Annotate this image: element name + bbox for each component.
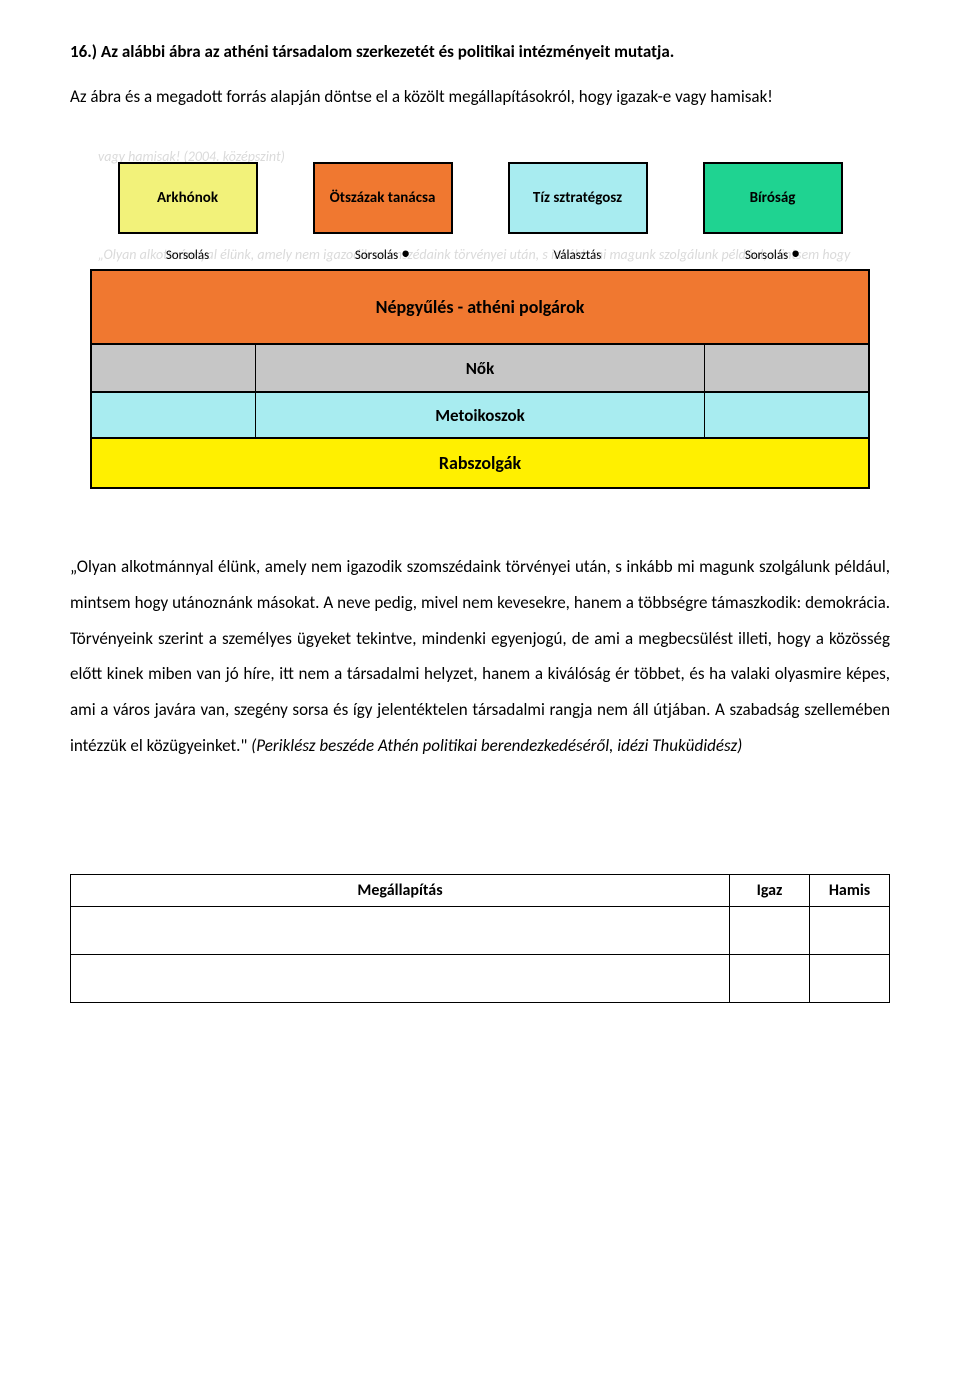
box-birosag: Bíróság (703, 162, 843, 234)
cell[interactable] (730, 954, 810, 1002)
table-row (71, 954, 890, 1002)
answer-table: Megállapítás Igaz Hamis (70, 874, 890, 1003)
box-sztrategosz: Tíz sztratégosz (508, 162, 648, 234)
table-header-row: Megállapítás Igaz Hamis (71, 874, 890, 906)
cell[interactable] (810, 954, 890, 1002)
question-heading: 16.) Az alábbi ábra az athéni társadalom… (70, 40, 890, 64)
cell[interactable] (730, 906, 810, 954)
society-stack: Népgyűlés - athéni polgárok Nők Metoikos… (90, 269, 870, 489)
sel-label-2: Választás (508, 248, 648, 263)
col-igaz: Igaz (730, 874, 810, 906)
institutions-row: Arkhónok Ötszázak tanácsa Tíz sztratégos… (90, 152, 870, 234)
sel-label-3: Sorsolás • (703, 248, 843, 263)
table-row (71, 906, 890, 954)
layer-metoikoszok: Metoikoszok (92, 391, 868, 437)
perikles-quote: „Olyan alkotmánnyal élünk, amely nem iga… (70, 549, 890, 763)
quote-body: „Olyan alkotmánnyal élünk, amely nem iga… (70, 556, 890, 755)
society-diagram: vagy hamisak! (2004. középszint) „Olyan … (90, 152, 870, 489)
sel-label-0: Sorsolás (118, 248, 258, 263)
cell[interactable] (71, 954, 730, 1002)
col-megallapitas: Megállapítás (71, 874, 730, 906)
question-intro: Az ábra és a megadott forrás alapján dön… (70, 82, 890, 113)
layer-met-inner: Metoikoszok (255, 393, 705, 437)
selection-labels-row: Sorsolás Sorsolás • Választás Sorsolás • (90, 234, 870, 269)
box-otszazak: Ötszázak tanácsa (313, 162, 453, 234)
col-hamis: Hamis (810, 874, 890, 906)
layer-rabszolgak: Rabszolgák (92, 437, 868, 487)
layer-nok-inner: Nők (255, 345, 705, 391)
layer-nepgyules: Népgyűlés - athéni polgárok (92, 271, 868, 343)
layer-nok: Nők (92, 343, 868, 391)
cell[interactable] (71, 906, 730, 954)
box-arkhonok: Arkhónok (118, 162, 258, 234)
cell[interactable] (810, 906, 890, 954)
sel-label-1: Sorsolás • (313, 248, 453, 263)
quote-citation: (Periklész beszéde Athén politikai beren… (251, 735, 742, 756)
